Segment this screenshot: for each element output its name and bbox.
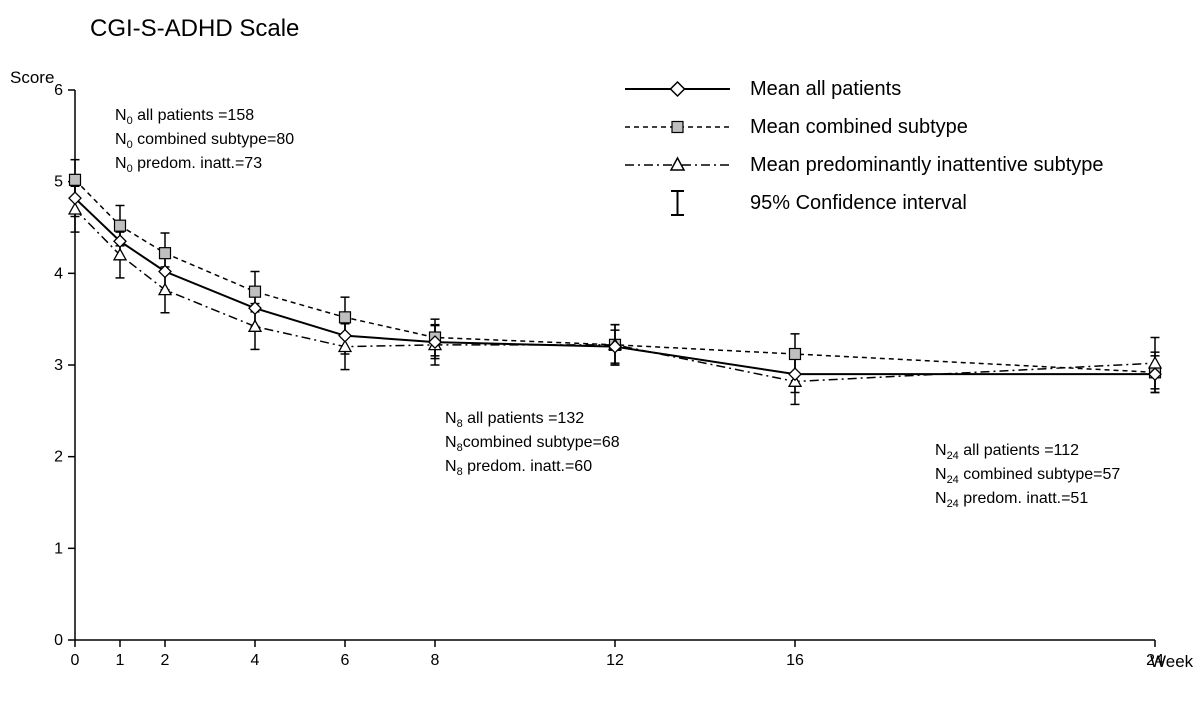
x-axis-label: Week: [1150, 652, 1193, 672]
svg-text:0: 0: [71, 652, 80, 669]
annotation-n8: N8 all patients =132N8combined subtype=6…: [445, 408, 620, 480]
svg-text:2: 2: [54, 449, 63, 466]
svg-text:4: 4: [54, 265, 63, 282]
svg-text:0: 0: [54, 632, 63, 649]
chart-container: CGI-S-ADHD Scale Score 01234560124681216…: [0, 0, 1200, 709]
annotation-n0: N0 all patients =158N0 combined subtype=…: [115, 105, 294, 177]
legend-item-ci: 95% Confidence interval: [620, 184, 1104, 222]
svg-text:2: 2: [161, 652, 170, 669]
legend-label: 95% Confidence interval: [750, 192, 967, 215]
legend-item-all: Mean all patients: [620, 70, 1104, 108]
legend-label: Mean all patients: [750, 78, 901, 101]
svg-text:3: 3: [54, 357, 63, 374]
svg-text:1: 1: [54, 540, 63, 557]
svg-text:4: 4: [251, 652, 260, 669]
svg-text:1: 1: [116, 652, 125, 669]
svg-text:6: 6: [54, 82, 63, 99]
legend-label: Mean combined subtype: [750, 116, 968, 139]
svg-text:8: 8: [431, 652, 440, 669]
svg-text:12: 12: [606, 652, 624, 669]
annotation-n24: N24 all patients =112N24 combined subtyp…: [935, 440, 1120, 512]
svg-text:5: 5: [54, 174, 63, 191]
legend-item-inattentive: Mean predominantly inattentive subtype: [620, 146, 1104, 184]
legend-item-combined: Mean combined subtype: [620, 108, 1104, 146]
legend-label: Mean predominantly inattentive subtype: [750, 154, 1104, 177]
legend: Mean all patients Mean combined subtype …: [620, 70, 1104, 222]
svg-text:16: 16: [786, 652, 804, 669]
svg-text:6: 6: [341, 652, 350, 669]
